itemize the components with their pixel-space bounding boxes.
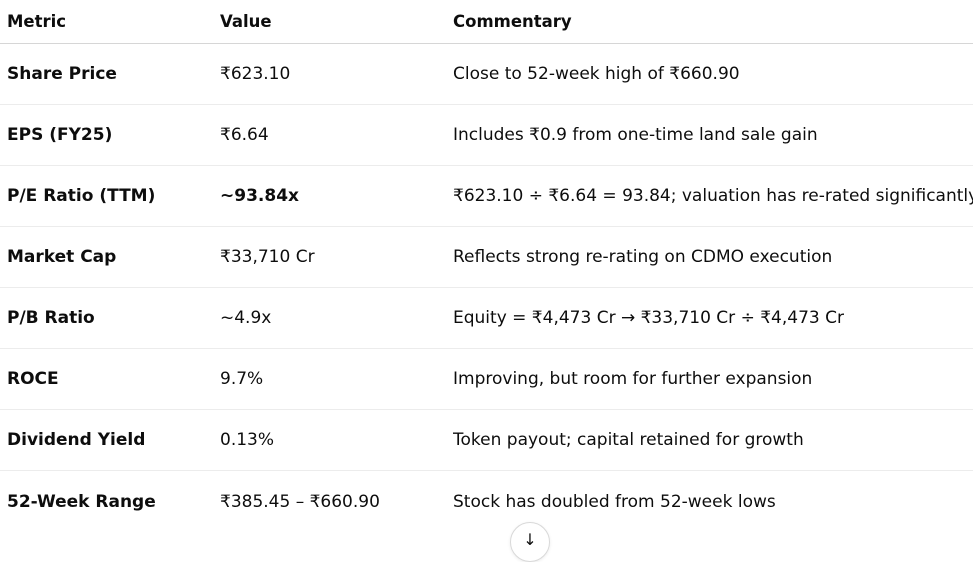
table-row: Market Cap ₹33,710 Cr Reflects strong re… bbox=[0, 227, 973, 288]
value-cell: ₹623.10 bbox=[220, 64, 291, 84]
value-cell: ₹6.64 bbox=[220, 125, 269, 145]
commentary-cell: Token payout; capital retained for growt… bbox=[453, 430, 804, 450]
commentary-cell: Improving, but room for further expansio… bbox=[453, 369, 813, 389]
value-cell: 0.13% bbox=[220, 430, 275, 450]
value-cell: ~93.84x bbox=[220, 186, 299, 206]
table-header: Metric Value Commentary bbox=[0, 0, 973, 44]
metric-cell: Share Price bbox=[7, 64, 117, 84]
table-row: P/E Ratio (TTM) ~93.84x ₹623.10 ÷ ₹6.64 … bbox=[0, 166, 973, 227]
metric-cell: EPS (FY25) bbox=[7, 125, 113, 145]
header-commentary: Commentary bbox=[453, 12, 572, 31]
scroll-to-bottom-button[interactable]: ↓ bbox=[510, 522, 550, 562]
table-row: EPS (FY25) ₹6.64 Includes ₹0.9 from one-… bbox=[0, 105, 973, 166]
metric-cell: P/E Ratio (TTM) bbox=[7, 186, 156, 206]
commentary-cell: Reflects strong re-rating on CDMO execut… bbox=[453, 247, 833, 267]
value-cell: 9.7% bbox=[220, 369, 264, 389]
header-value: Value bbox=[220, 12, 272, 31]
commentary-cell: Equity = ₹4,473 Cr → ₹33,710 Cr ÷ ₹4,473… bbox=[453, 308, 844, 328]
commentary-cell: Includes ₹0.9 from one-time land sale ga… bbox=[453, 125, 818, 145]
table-row: Share Price ₹623.10 Close to 52-week hig… bbox=[0, 44, 973, 105]
table-row: 52-Week Range ₹385.45 – ₹660.90 Stock ha… bbox=[0, 471, 973, 532]
metric-cell: ROCE bbox=[7, 369, 59, 389]
commentary-cell: Close to 52-week high of ₹660.90 bbox=[453, 64, 740, 84]
header-metric: Metric bbox=[7, 12, 67, 31]
metric-cell: P/B Ratio bbox=[7, 308, 95, 328]
metric-cell: Dividend Yield bbox=[7, 430, 146, 450]
metric-cell: Market Cap bbox=[7, 247, 117, 267]
arrow-down-icon: ↓ bbox=[523, 530, 537, 549]
value-cell: ₹33,710 Cr bbox=[220, 247, 315, 267]
metric-cell: 52-Week Range bbox=[7, 491, 156, 512]
table-row: ROCE 9.7% Improving, but room for furthe… bbox=[0, 349, 973, 410]
table-row: Dividend Yield 0.13% Token payout; capit… bbox=[0, 410, 973, 471]
commentary-cell: Stock has doubled from 52-week lows bbox=[453, 491, 776, 512]
valuation-table: Metric Value Commentary Share Price ₹623… bbox=[0, 0, 973, 532]
value-cell: ₹385.45 – ₹660.90 bbox=[220, 491, 380, 512]
table-row: P/B Ratio ~4.9x Equity = ₹4,473 Cr → ₹33… bbox=[0, 288, 973, 349]
value-cell: ~4.9x bbox=[220, 308, 272, 328]
commentary-cell: ₹623.10 ÷ ₹6.64 = 93.84; valuation has r… bbox=[453, 186, 973, 206]
